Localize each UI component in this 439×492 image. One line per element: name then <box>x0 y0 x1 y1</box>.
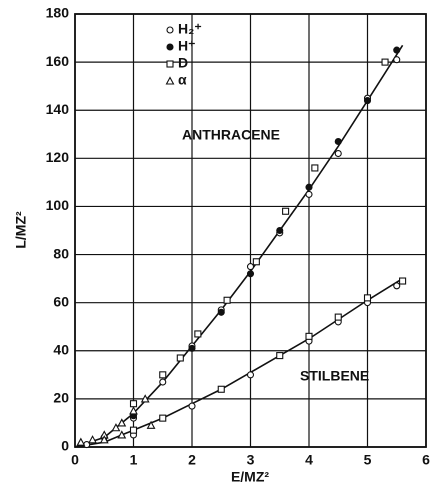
data-point <box>282 207 290 215</box>
x-tick-label: 1 <box>130 452 138 468</box>
data-point <box>188 402 196 410</box>
data-point <box>176 354 184 362</box>
legend-label: α <box>178 72 187 88</box>
x-tick-label: 3 <box>247 452 255 468</box>
data-point <box>393 46 401 54</box>
y-tick-label: 140 <box>46 101 70 117</box>
data-point <box>276 352 284 360</box>
y-tick-label: 100 <box>46 197 70 213</box>
data-point <box>76 437 86 446</box>
data-point <box>159 414 167 422</box>
curve-label: STILBENE <box>300 368 369 384</box>
data-point <box>363 97 372 105</box>
legend-label: H₂⁺ <box>178 21 202 37</box>
plot-frame <box>74 13 427 448</box>
x-tick-label: 0 <box>71 452 79 468</box>
data-point <box>129 426 138 434</box>
y-tick-label: 80 <box>53 245 69 261</box>
x-tick-label: 5 <box>364 452 372 468</box>
legend-marker <box>166 26 174 34</box>
data-point <box>311 164 319 172</box>
data-point <box>246 371 255 379</box>
y-axis-label: L/MZ² <box>13 211 29 249</box>
data-point <box>117 418 127 427</box>
legend-marker <box>166 60 174 68</box>
data-point <box>363 294 372 302</box>
data-point <box>159 371 167 379</box>
legend-marker <box>165 76 175 85</box>
data-point <box>276 226 284 235</box>
y-tick-label: 180 <box>46 5 70 21</box>
curve-label: ANTHRACENE <box>182 127 280 143</box>
data-point <box>117 430 127 439</box>
y-tick-label: 40 <box>53 341 69 357</box>
data-point <box>188 344 196 352</box>
data-point <box>381 58 389 66</box>
x-tick-label: 4 <box>305 452 313 468</box>
data-point <box>393 282 401 290</box>
data-point <box>393 56 401 64</box>
y-tick-label: 60 <box>53 293 69 309</box>
fit-curve <box>74 44 404 448</box>
data-point <box>129 406 138 415</box>
data-point <box>217 385 225 393</box>
data-point <box>223 296 231 304</box>
data-point <box>146 420 156 429</box>
data-point <box>99 435 109 444</box>
y-tick-label: 160 <box>46 53 70 69</box>
data-point <box>399 277 407 285</box>
fit-curve <box>74 277 404 448</box>
x-tick-label: 6 <box>422 452 430 468</box>
data-point <box>305 190 313 198</box>
data-point <box>334 149 342 158</box>
x-axis-label: E/MZ² <box>231 469 269 485</box>
legend-label: H⁺ <box>178 38 196 54</box>
legend-marker <box>166 43 174 51</box>
data-point <box>252 258 260 266</box>
data-point <box>140 394 150 403</box>
y-tick-label: 20 <box>53 390 69 406</box>
x-tick-label: 2 <box>188 452 196 468</box>
data-point <box>246 263 255 271</box>
data-point <box>217 308 225 316</box>
y-tick-label: 120 <box>46 149 70 165</box>
data-point <box>111 423 121 432</box>
legend-label: D <box>178 55 188 71</box>
data-point <box>334 137 342 146</box>
data-point <box>305 183 313 191</box>
data-point <box>334 313 342 321</box>
data-point <box>194 330 202 338</box>
data-point <box>246 270 255 278</box>
data-point <box>129 400 138 408</box>
data-point <box>88 435 97 444</box>
data-point <box>305 332 313 340</box>
y-tick-label: 0 <box>61 438 69 454</box>
data-point <box>159 378 167 386</box>
